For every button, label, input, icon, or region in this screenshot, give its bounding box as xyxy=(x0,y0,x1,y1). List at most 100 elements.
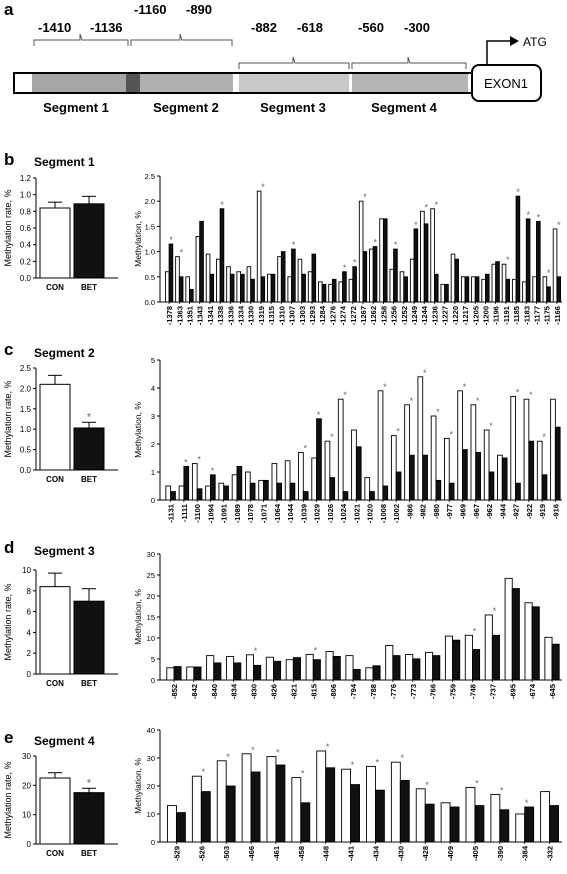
bet-bar xyxy=(432,655,441,681)
y-tick-label: 0 xyxy=(27,840,32,849)
bet-bar xyxy=(196,488,203,501)
x-tick-label: -1200 xyxy=(481,306,490,325)
bet-bar xyxy=(422,454,428,501)
y-axis-label: Methylation, % xyxy=(133,402,143,458)
bet-bar xyxy=(73,792,105,845)
con-bar xyxy=(226,655,235,681)
bracket-segment-1 xyxy=(33,33,129,46)
bet-bar xyxy=(316,418,322,501)
bet-bar xyxy=(209,273,215,303)
con-bar xyxy=(164,271,170,303)
x-tick-label: -1303 xyxy=(298,306,307,325)
significance-star: * xyxy=(396,427,400,437)
con-bar xyxy=(409,258,415,303)
bet-bar xyxy=(300,802,311,843)
bet-bar xyxy=(236,465,243,501)
bet-bar xyxy=(393,248,398,303)
segment-overlap-region xyxy=(126,74,140,92)
significance-star: * xyxy=(317,410,321,420)
bracket-segment-2 xyxy=(130,33,233,46)
panel-c-cpg-chart: 0 1 2 3 4 5 Methylation, % -1131 * -1111 * -1100 * -1… xyxy=(133,356,562,523)
con-bar xyxy=(440,802,451,843)
x-tick-label: -1338 xyxy=(216,306,225,325)
con-bar xyxy=(39,777,71,845)
y-tick-label: 0.5 xyxy=(145,273,155,282)
con-bar xyxy=(471,276,476,303)
con-bar xyxy=(318,281,323,303)
con-bar xyxy=(542,276,548,303)
significance-star: * xyxy=(542,432,546,442)
y-axis-label: Methylation, % xyxy=(133,211,143,267)
x-tick-label: CON xyxy=(46,475,64,484)
bet-bar xyxy=(350,784,360,843)
y-tick-label: 10 xyxy=(147,810,155,819)
con-bar xyxy=(226,266,231,303)
x-tick-label: -430 xyxy=(396,846,405,861)
con-bar xyxy=(457,390,463,501)
con-bar xyxy=(191,463,198,501)
con-bar xyxy=(550,398,556,501)
x-tick-label: -1227 xyxy=(441,306,450,325)
bet-bar xyxy=(491,634,500,681)
con-bar xyxy=(245,471,251,501)
significance-star: * xyxy=(254,646,258,656)
con-bar xyxy=(345,655,354,681)
y-tick-label: 1 xyxy=(151,468,155,477)
con-bar xyxy=(483,429,490,501)
x-tick-label: -776 xyxy=(389,684,398,699)
bet-bar xyxy=(408,454,415,501)
bet-bar xyxy=(352,668,361,681)
bet-bar xyxy=(554,426,561,501)
con-bar xyxy=(236,271,241,303)
con-bar xyxy=(186,666,195,681)
significance-star: * xyxy=(220,200,224,210)
panel-c-title: Segment 2 xyxy=(34,346,95,360)
x-tick-label: -466 xyxy=(247,846,256,861)
con-bar xyxy=(297,258,303,303)
significance-star: * xyxy=(516,187,520,197)
x-tick-label: -1064 xyxy=(273,503,282,523)
x-tick-label: -645 xyxy=(548,684,557,699)
con-bar xyxy=(316,750,327,843)
x-tick-label: -1026 xyxy=(326,504,335,523)
con-bar xyxy=(298,451,304,501)
y-tick-label: 3 xyxy=(151,412,155,421)
bet-bar xyxy=(219,208,225,303)
x-tick-label: -1310 xyxy=(277,306,286,325)
significance-star: * xyxy=(363,192,367,202)
con-bar xyxy=(399,271,405,303)
bracket-segment-4 xyxy=(351,56,467,69)
bet-bar xyxy=(178,276,184,303)
significance-star: * xyxy=(376,757,380,767)
bet-bar xyxy=(546,286,551,303)
segment-2-label: Segment 2 xyxy=(153,100,219,115)
bet-bar xyxy=(355,446,362,501)
con-bar xyxy=(405,653,414,681)
bet-bar xyxy=(412,658,421,681)
x-tick-label: CON xyxy=(46,679,64,688)
significance-star: * xyxy=(493,606,497,616)
bet-bar xyxy=(485,273,490,303)
con-bar xyxy=(218,482,225,501)
x-tick-label: -1252 xyxy=(400,306,409,325)
con-bar xyxy=(544,636,553,681)
x-tick-label: CON xyxy=(46,283,64,292)
significance-star: * xyxy=(313,645,317,655)
con-bar xyxy=(185,276,190,303)
x-tick-label: -1024 xyxy=(339,503,348,523)
x-tick-label: -1039 xyxy=(299,504,308,523)
con-bar xyxy=(465,786,476,843)
coord-seg4-start: -560 xyxy=(358,20,384,35)
x-tick-label: -1336 xyxy=(226,306,235,325)
y-tick-label: 6 xyxy=(27,608,32,617)
bet-bar xyxy=(515,195,521,303)
significance-star: * xyxy=(87,777,92,789)
y-tick-label: 0 xyxy=(151,676,155,685)
significance-star: * xyxy=(527,210,531,220)
x-tick-label: -1166 xyxy=(553,306,562,325)
x-tick-label: -1021 xyxy=(352,504,361,523)
panel-letter-d: d xyxy=(4,538,15,557)
segment-2-region xyxy=(140,74,233,92)
con-bar xyxy=(532,276,537,303)
con-bar xyxy=(206,655,215,681)
